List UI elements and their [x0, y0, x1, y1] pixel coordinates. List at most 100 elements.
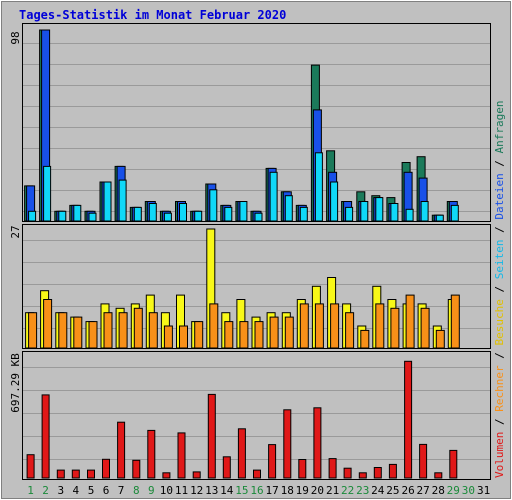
day-label-21: 21 — [326, 484, 339, 497]
bar-rechner-day-25 — [390, 307, 400, 349]
bar-rechner-day-20 — [314, 303, 324, 349]
bar-volumen-day-1 — [26, 454, 35, 479]
legend-volumen: Volumen — [493, 432, 506, 478]
bar-seiten-day-19 — [299, 206, 308, 222]
bar-rechner-day-2 — [43, 299, 53, 349]
bar-volumen-day-13 — [207, 393, 216, 479]
bar-rechner-day-9 — [148, 312, 158, 349]
bars-bottom — [26, 360, 458, 479]
bar-volumen-day-19 — [298, 459, 307, 479]
bar-volumen-day-3 — [56, 469, 65, 479]
bar-rechner-day-1 — [28, 312, 38, 349]
day-label-6: 6 — [103, 484, 110, 497]
bar-seiten-day-16 — [254, 212, 263, 222]
bar-seiten-day-25 — [390, 203, 399, 222]
legend-sep-1: / — [493, 412, 506, 425]
bar-seiten-day-12 — [194, 210, 203, 222]
bar-seiten-day-7 — [118, 179, 127, 222]
bar-seiten-day-10 — [163, 212, 172, 222]
chart-title: Tages-Statistik im Monat Februar 2020 — [19, 8, 286, 22]
bar-seiten-day-23 — [360, 201, 369, 222]
bar-rechner-day-27 — [420, 307, 430, 349]
axis-label-top: 98 — [9, 31, 22, 44]
bar-volumen-day-4 — [71, 469, 80, 479]
legend-besuche: Besuche — [493, 299, 506, 345]
day-label-26: 26 — [401, 484, 414, 497]
legend-dateien: Dateien — [493, 173, 506, 219]
day-label-30: 30 — [462, 484, 475, 497]
bar-rechner-day-22 — [345, 312, 355, 349]
legend-sep-2: / — [493, 346, 506, 359]
bar-volumen-day-20 — [313, 407, 322, 479]
bar-volumen-day-25 — [388, 463, 397, 479]
bar-rechner-day-3 — [58, 312, 68, 349]
bar-volumen-day-14 — [222, 456, 231, 479]
bar-seiten-day-21 — [330, 181, 339, 222]
bar-seiten-day-29 — [450, 204, 459, 222]
day-label-10: 10 — [160, 484, 173, 497]
axis-label-bottom: 697.29 KB — [9, 353, 22, 413]
day-label-23: 23 — [356, 484, 369, 497]
bar-rechner-day-16 — [254, 321, 264, 349]
bar-rechner-day-13 — [209, 303, 219, 349]
bar-rechner-day-18 — [284, 316, 294, 349]
day-label-5: 5 — [88, 484, 95, 497]
legend-anfragen: Anfragen — [493, 100, 506, 153]
bar-volumen-day-8 — [132, 459, 141, 479]
bar-volumen-day-15 — [237, 428, 246, 479]
day-label-9: 9 — [148, 484, 155, 497]
day-label-2: 2 — [42, 484, 49, 497]
bar-volumen-day-6 — [102, 458, 110, 479]
bar-seiten-day-6 — [103, 181, 112, 222]
day-label-17: 17 — [265, 484, 278, 497]
panel-bottom — [22, 351, 491, 480]
day-label-8: 8 — [133, 484, 140, 497]
bars-top — [24, 29, 459, 222]
bar-rechner-day-5 — [88, 321, 98, 349]
bar-seiten-day-18 — [284, 195, 293, 222]
bar-seiten-day-20 — [314, 152, 323, 222]
day-label-15: 15 — [235, 484, 248, 497]
bar-seiten-day-14 — [224, 206, 233, 222]
day-label-25: 25 — [386, 484, 399, 497]
bar-seiten-day-15 — [239, 201, 248, 222]
bar-volumen-day-7 — [117, 421, 126, 479]
day-label-19: 19 — [296, 484, 309, 497]
bar-rechner-day-14 — [224, 321, 234, 349]
day-label-27: 27 — [416, 484, 429, 497]
bar-rechner-day-12 — [194, 321, 204, 349]
bar-volumen-day-5 — [87, 469, 95, 479]
day-label-18: 18 — [281, 484, 294, 497]
legend-sep-3: / — [493, 279, 506, 292]
day-label-4: 4 — [72, 484, 79, 497]
bar-volumen-day-24 — [373, 467, 382, 479]
bar-volumen-day-18 — [283, 409, 292, 479]
day-label-24: 24 — [371, 484, 385, 497]
bar-seiten-day-9 — [148, 203, 157, 222]
bar-volumen-day-26 — [404, 360, 413, 479]
bars-middle — [25, 228, 460, 349]
day-label-20: 20 — [311, 484, 324, 497]
bar-volumen-day-21 — [328, 458, 337, 479]
day-label-12: 12 — [190, 484, 203, 497]
bar-seiten-day-13 — [209, 189, 218, 222]
bar-rechner-day-29 — [450, 294, 460, 349]
bar-seiten-day-28 — [435, 214, 444, 222]
bar-seiten-day-1 — [28, 210, 37, 222]
day-label-3: 3 — [57, 484, 64, 497]
day-label-14: 14 — [220, 484, 234, 497]
bar-volumen-day-11 — [177, 432, 186, 479]
axis-label-middle: 27 — [9, 225, 22, 238]
legend-seiten: Seiten — [493, 240, 506, 280]
panel-bottom-border — [22, 351, 491, 480]
bar-seiten-day-4 — [73, 204, 82, 222]
bar-volumen-day-10 — [162, 472, 171, 479]
bar-rechner-day-8 — [133, 307, 143, 349]
bar-rechner-day-11 — [179, 325, 188, 349]
day-label-31: 31 — [477, 484, 490, 497]
bar-seiten-day-27 — [420, 201, 429, 222]
gridlines — [23, 43, 490, 460]
bar-seiten-day-26 — [405, 208, 414, 222]
bar-seiten-day-2 — [43, 165, 52, 222]
